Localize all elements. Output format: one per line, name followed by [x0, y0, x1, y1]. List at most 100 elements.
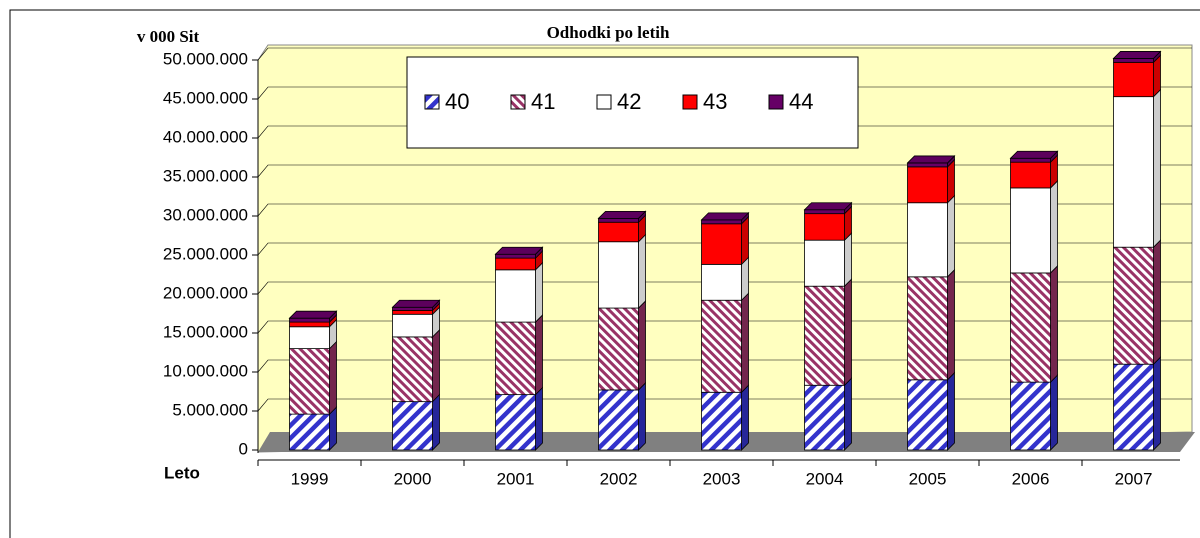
bar-segment	[1113, 58, 1154, 63]
grid-line	[257, 320, 1192, 334]
bar-segment	[1113, 363, 1154, 451]
bar-side	[844, 278, 852, 387]
bar-segment	[289, 348, 330, 415]
bar-segment	[907, 162, 948, 168]
bar-top	[1112, 51, 1162, 59]
bar-segment	[392, 336, 433, 403]
bar-segment	[598, 221, 639, 243]
grid-line	[257, 164, 1192, 178]
bar-segment	[1113, 246, 1154, 365]
bar-top	[1009, 150, 1059, 159]
bar-segment	[495, 321, 536, 396]
bar-side	[844, 377, 852, 451]
bar-side	[638, 233, 646, 310]
grid-line	[257, 86, 1192, 100]
x-tick-label: 2005	[909, 469, 947, 488]
bar-side	[741, 215, 749, 266]
bar-side	[947, 194, 955, 278]
bar-segment	[907, 202, 948, 278]
bar-segment	[392, 309, 433, 315]
grid-line	[257, 242, 1192, 256]
legend-label: 41	[531, 89, 555, 114]
y-axis-label: v 000 Sit	[137, 27, 200, 46]
bar-segment	[598, 217, 639, 223]
bar-side	[535, 314, 543, 396]
bar-side	[535, 261, 543, 324]
legend-swatch	[424, 94, 440, 110]
bar-segment	[907, 276, 948, 381]
bar-side	[638, 381, 646, 451]
grid-line	[257, 125, 1192, 139]
x-tick-label: 2004	[806, 469, 844, 488]
legend-swatch	[510, 94, 526, 110]
bar-side	[1153, 88, 1161, 249]
bar-top	[288, 310, 338, 319]
bar-segment	[701, 263, 742, 301]
bar-side	[947, 268, 955, 381]
bar-top	[803, 202, 853, 211]
grid-line	[257, 281, 1192, 295]
legend-label: 40	[445, 89, 469, 114]
bar-top	[906, 155, 956, 164]
bar-side	[432, 328, 440, 403]
legend-label: 42	[617, 89, 641, 114]
y-tick-label: 35.000.000	[163, 166, 248, 185]
y-tick-label: 40.000.000	[163, 127, 248, 146]
bar-side	[535, 386, 543, 451]
bar-segment	[1010, 157, 1051, 163]
bar-side	[947, 371, 955, 451]
y-tick-label: 45.000.000	[163, 88, 248, 107]
bar-side	[741, 292, 749, 394]
bar-top	[494, 246, 544, 255]
bar-segment	[1010, 381, 1051, 451]
bar-segment	[289, 321, 330, 328]
bar-side	[638, 300, 646, 391]
grid-line	[257, 203, 1192, 217]
frame	[9, 9, 1200, 538]
bar-side	[432, 393, 440, 451]
bar-segment	[289, 317, 330, 323]
x-tick-label: 2001	[497, 469, 535, 488]
bar-segment	[495, 253, 536, 259]
bar-segment	[1010, 161, 1051, 189]
bar-segment	[804, 384, 845, 451]
bar-segment	[598, 241, 639, 309]
y-tick-label: 20.000.000	[163, 283, 248, 302]
bar-segment	[701, 299, 742, 393]
bar-side	[1050, 264, 1058, 384]
x-tick-label: 2000	[394, 469, 432, 488]
bar-segment	[392, 306, 433, 311]
chart-title: Odhodki po letih	[547, 23, 670, 42]
bar-segment	[495, 257, 536, 271]
bar-segment	[701, 223, 742, 265]
bar-top	[391, 299, 441, 308]
x-axis-label: Leto	[164, 463, 200, 482]
bar-segment	[701, 219, 742, 225]
x-tick-label: 2003	[703, 469, 741, 488]
bar-side	[1153, 239, 1161, 366]
bar-side	[1153, 356, 1161, 451]
bar-segment	[701, 391, 742, 451]
legend-swatch	[596, 94, 612, 110]
bar-segment	[495, 269, 536, 323]
y-tick-label: 50.000.000	[163, 49, 248, 68]
bar-segment	[598, 389, 639, 451]
y-tick-label: 0	[239, 439, 248, 458]
bar-segment	[804, 285, 845, 386]
bar-side	[1050, 374, 1058, 451]
bar-side	[844, 232, 852, 288]
x-tick-label: 1999	[291, 469, 329, 488]
bar-segment	[289, 413, 330, 451]
x-tick-label: 2007	[1115, 469, 1153, 488]
grid-line	[257, 359, 1192, 373]
y-tick-label: 30.000.000	[163, 205, 248, 224]
bar-segment	[1113, 61, 1154, 98]
y-tick-label: 10.000.000	[163, 361, 248, 380]
bar-side	[1050, 179, 1058, 274]
x-tick-label: 2006	[1012, 469, 1050, 488]
bar-top	[700, 212, 750, 221]
bar-segment	[804, 209, 845, 215]
bar-segment	[1010, 272, 1051, 383]
bar-top	[597, 210, 647, 219]
